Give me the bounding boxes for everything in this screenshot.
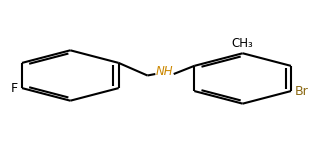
Text: Br: Br [295,85,308,98]
Text: NH: NH [156,65,173,78]
Text: F: F [11,82,18,95]
Text: CH₃: CH₃ [232,37,254,50]
